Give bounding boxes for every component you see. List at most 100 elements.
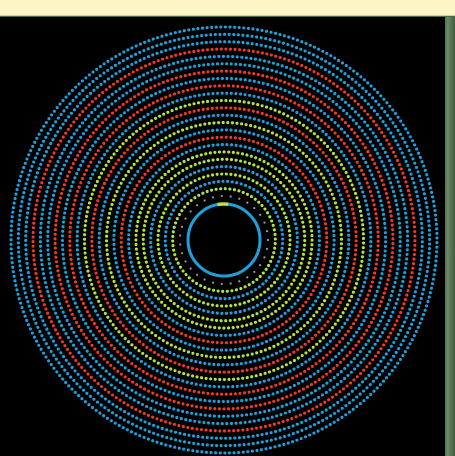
- ring-dot: [185, 126, 189, 131]
- ring-dot: [125, 428, 129, 432]
- ring-dot: [427, 224, 431, 228]
- ring-dot: [220, 304, 224, 308]
- ring-dot: [134, 364, 138, 368]
- ring-dot: [414, 165, 418, 169]
- ring-dot: [369, 320, 373, 325]
- ring-dot: [202, 420, 206, 425]
- ring-dot: [339, 177, 343, 181]
- ring-dot: [117, 423, 121, 428]
- ring-dot: [160, 363, 164, 367]
- ring-dot: [164, 48, 168, 52]
- ring-dot: [15, 188, 19, 192]
- ring-dot: [173, 445, 177, 449]
- ring-dot: [17, 255, 21, 259]
- ring-dot: [90, 192, 94, 196]
- ring-dot: [434, 259, 438, 263]
- ring-dot: [101, 366, 105, 370]
- ring-dot: [368, 383, 372, 387]
- ring-dot: [320, 119, 324, 123]
- ring-dot: [335, 184, 339, 189]
- ring-dot: [224, 436, 228, 440]
- ring-dot: [226, 414, 230, 418]
- ring-dot: [229, 165, 233, 169]
- ring-dot: [9, 224, 14, 228]
- ring-dot: [128, 295, 132, 299]
- ring-dot: [312, 141, 316, 145]
- ring-dot: [129, 144, 133, 148]
- ring-dot: [278, 428, 282, 432]
- ring-dot: [49, 177, 53, 181]
- ring-dot: [17, 179, 21, 183]
- ring-dot: [314, 154, 319, 158]
- ring-dot: [310, 120, 314, 125]
- ring-dot: [89, 375, 93, 379]
- ring-dot: [328, 172, 332, 177]
- ring-dot: [288, 233, 292, 237]
- ring-dot: [188, 110, 192, 114]
- ring-dot: [126, 48, 130, 52]
- ring-dot: [189, 295, 193, 299]
- ring-dot: [391, 135, 395, 139]
- ring-dot: [386, 278, 390, 282]
- ring-dot: [110, 202, 114, 207]
- ring-dot: [216, 77, 220, 81]
- ring-dot: [316, 280, 320, 284]
- ring-dot: [299, 317, 303, 321]
- ring-dot: [87, 274, 91, 278]
- ring-dot: [243, 70, 247, 74]
- ring-dot: [67, 193, 71, 197]
- ring-dot: [294, 53, 299, 57]
- ring-dot: [319, 185, 323, 189]
- ring-dot: [157, 229, 161, 233]
- ring-dot: [389, 181, 393, 185]
- ring-dot: [415, 147, 419, 151]
- ring-dot: [345, 318, 349, 322]
- ring-dot: [112, 298, 116, 302]
- ring-dot: [146, 381, 150, 385]
- ring-dot: [56, 347, 60, 351]
- ring-dot: [149, 86, 153, 90]
- ring-dot: [401, 123, 405, 127]
- ring-dot: [269, 385, 273, 389]
- ring-dot: [363, 177, 368, 181]
- ring-dot: [103, 311, 107, 315]
- ring-dot: [171, 149, 175, 153]
- ring-dot: [154, 333, 158, 338]
- ring-dot: [85, 94, 89, 99]
- ring-dot: [35, 339, 39, 343]
- ring-dot: [294, 145, 298, 149]
- ring-dot: [251, 139, 256, 144]
- ring-dot: [230, 289, 234, 293]
- ring-dot: [63, 266, 67, 270]
- ring-dot: [79, 163, 83, 167]
- ring-dot: [211, 340, 215, 344]
- ring-dot: [398, 328, 403, 332]
- ring-dot: [10, 261, 14, 265]
- ring-dot: [46, 248, 50, 252]
- ring-dot: [156, 344, 160, 348]
- ring-dot: [426, 260, 430, 264]
- ring-dot: [335, 363, 339, 367]
- ring-dot: [266, 162, 270, 166]
- ring-dot: [333, 180, 337, 184]
- dot-ring-9: [119, 135, 329, 345]
- ring-dot: [53, 237, 57, 241]
- ring-dot: [187, 50, 191, 54]
- inner-ring-highlight: [217, 202, 229, 207]
- ring-dot: [376, 239, 380, 243]
- ring-dot: [260, 440, 264, 444]
- ring-dot: [56, 332, 60, 336]
- ring-dot: [90, 100, 94, 104]
- ring-dot: [112, 242, 116, 246]
- ring-dot: [267, 378, 271, 382]
- ring-dot: [159, 42, 163, 46]
- ring-dot: [251, 27, 255, 31]
- ring-dot: [268, 45, 272, 49]
- ring-dot: [175, 68, 179, 72]
- ring-dot: [23, 186, 27, 190]
- ring-dot: [177, 212, 181, 217]
- ring-dot: [355, 134, 360, 139]
- ring-dot: [408, 280, 412, 284]
- ring-dot: [197, 138, 201, 142]
- ring-dot: [289, 401, 293, 405]
